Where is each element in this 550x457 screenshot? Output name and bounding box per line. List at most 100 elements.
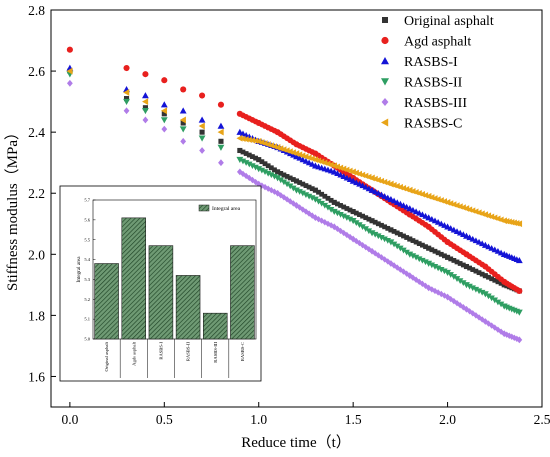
trail-point bbox=[378, 254, 385, 261]
data-point bbox=[406, 251, 414, 258]
trail-point bbox=[287, 175, 293, 181]
trail-point bbox=[429, 247, 435, 253]
trail-point bbox=[382, 224, 388, 230]
inset-y-tick-label: 5.6 bbox=[84, 217, 90, 222]
legend-item-rasbs-ii: RASBS-II bbox=[381, 76, 463, 91]
trail-point bbox=[453, 276, 461, 282]
data-point bbox=[406, 272, 413, 280]
trail-point bbox=[265, 185, 271, 192]
trail-point bbox=[479, 271, 485, 277]
y-tick-label: 2.6 bbox=[28, 64, 45, 79]
trail-point bbox=[300, 181, 306, 187]
inset-bar-rasbs-c bbox=[230, 245, 255, 340]
inset-y-tick-label: 5.3 bbox=[84, 277, 90, 282]
trail-point bbox=[448, 256, 454, 262]
trail-point bbox=[322, 193, 328, 199]
inset-y-tick-label: 5.5 bbox=[84, 237, 90, 242]
trail-point bbox=[385, 258, 391, 265]
trail-point bbox=[508, 219, 515, 226]
trail-point bbox=[290, 200, 297, 207]
trail-point bbox=[390, 241, 398, 248]
trail-point bbox=[412, 254, 420, 261]
trail-point bbox=[416, 256, 423, 263]
trail-point bbox=[287, 183, 294, 190]
inset-bar-rasbs-ii bbox=[175, 275, 201, 340]
trail-point bbox=[343, 174, 351, 181]
data-point bbox=[180, 86, 187, 93]
data-point bbox=[217, 122, 225, 129]
trail-point bbox=[261, 169, 269, 176]
trail-point bbox=[271, 188, 278, 195]
data-point bbox=[236, 168, 243, 176]
data-point bbox=[66, 79, 73, 87]
data-point bbox=[463, 205, 470, 212]
trail-point bbox=[319, 191, 325, 197]
trail-point bbox=[268, 165, 274, 171]
data-point bbox=[275, 169, 281, 175]
data-point bbox=[293, 150, 300, 157]
trail-point bbox=[338, 203, 343, 208]
data-point bbox=[406, 211, 413, 218]
x-tick-label: 0.0 bbox=[61, 412, 78, 427]
trail-point bbox=[264, 170, 272, 177]
legend: Original asphalt Agd asphalt RASBS-I RASBS-… bbox=[381, 14, 494, 132]
data-point bbox=[142, 116, 149, 124]
trail-point bbox=[240, 149, 246, 155]
legend-item-rasbs-iii: RASBS-III bbox=[381, 96, 467, 111]
trail-point bbox=[262, 183, 268, 191]
trail-point bbox=[315, 198, 322, 205]
trail-point bbox=[325, 220, 331, 227]
trail-point bbox=[375, 233, 382, 240]
trail-point bbox=[252, 137, 259, 145]
legend-label: RASBS-C bbox=[404, 117, 462, 132]
trail-point bbox=[353, 220, 360, 226]
trail-point bbox=[460, 262, 466, 268]
data-point bbox=[426, 245, 432, 251]
data-point bbox=[388, 260, 394, 267]
trail-point bbox=[413, 276, 419, 283]
data-point bbox=[161, 125, 168, 133]
trail-point bbox=[284, 174, 290, 179]
y-tick-label: 2.8 bbox=[28, 3, 45, 18]
trail-point bbox=[281, 194, 287, 201]
trail-point bbox=[359, 224, 366, 231]
series-rasbs-c bbox=[66, 67, 523, 228]
trail-point bbox=[385, 225, 391, 231]
trail-point bbox=[347, 207, 353, 213]
trail-point bbox=[366, 216, 372, 222]
inset-category-label: RASBS-II bbox=[186, 342, 191, 362]
trail-point bbox=[394, 264, 400, 271]
trail-point bbox=[381, 236, 388, 243]
data-point bbox=[463, 232, 470, 239]
trail-point bbox=[397, 245, 404, 252]
x-tick-label: 0.5 bbox=[156, 412, 173, 427]
trail-point bbox=[249, 137, 255, 144]
trail-point bbox=[410, 274, 416, 281]
trail-point bbox=[362, 226, 369, 233]
data-point bbox=[218, 138, 224, 144]
data-point bbox=[142, 71, 149, 78]
data-point bbox=[330, 162, 337, 170]
inset-category-label: RASBS-I bbox=[159, 342, 164, 360]
data-point bbox=[444, 198, 451, 206]
data-point bbox=[160, 101, 168, 108]
trail-point bbox=[485, 293, 492, 300]
trail-point bbox=[404, 235, 410, 240]
trail-point bbox=[322, 219, 328, 226]
x-tick-label: 1.0 bbox=[250, 412, 267, 427]
data-point bbox=[444, 223, 451, 230]
trail-point bbox=[318, 200, 325, 207]
trail-point bbox=[423, 244, 428, 250]
trail-point bbox=[491, 297, 498, 304]
data-point bbox=[217, 128, 224, 136]
trail-point bbox=[262, 161, 268, 167]
data-point bbox=[368, 174, 375, 182]
trail-point bbox=[429, 286, 435, 293]
series-trail-rasbs-ii bbox=[239, 158, 521, 315]
trail-point bbox=[506, 332, 512, 339]
y-tick-label: 2.4 bbox=[28, 125, 45, 140]
trail-point bbox=[419, 257, 426, 264]
trail-point bbox=[453, 228, 461, 234]
data-point bbox=[142, 105, 148, 111]
trail-point bbox=[372, 219, 378, 225]
